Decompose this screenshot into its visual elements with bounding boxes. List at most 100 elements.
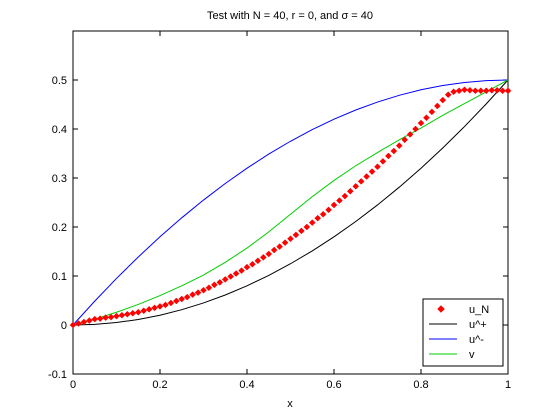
data-point bbox=[118, 311, 126, 319]
data-point bbox=[254, 257, 262, 265]
series-line-v bbox=[72, 79, 509, 326]
data-point bbox=[91, 315, 99, 323]
data-point bbox=[69, 321, 77, 329]
data-point bbox=[357, 178, 365, 185]
data-point bbox=[504, 87, 512, 95]
data-point bbox=[423, 114, 430, 122]
data-point bbox=[211, 281, 218, 289]
legend-label: v bbox=[469, 349, 475, 361]
data-point bbox=[477, 87, 485, 95]
data-point bbox=[172, 297, 180, 305]
series-markers-u-n bbox=[69, 86, 512, 329]
legend: u_N u^+ u^- v bbox=[422, 298, 504, 367]
x-tick-label: 0.6 bbox=[326, 379, 341, 391]
legend-box bbox=[422, 298, 504, 367]
x-tick-label: 0.4 bbox=[239, 379, 254, 391]
series bbox=[69, 79, 512, 329]
data-point bbox=[216, 279, 224, 286]
y-tick-label: 0.3 bbox=[52, 173, 67, 185]
data-point bbox=[281, 239, 289, 247]
data-point bbox=[96, 315, 104, 322]
data-point bbox=[352, 182, 360, 190]
data-point bbox=[319, 210, 327, 218]
data-point bbox=[444, 91, 452, 99]
data-point bbox=[276, 243, 283, 250]
chart-title: Test with N = 40, r = 0, and σ = 40 bbox=[207, 10, 373, 22]
data-point bbox=[363, 173, 370, 180]
data-point bbox=[472, 87, 479, 95]
data-point bbox=[249, 260, 256, 268]
y-tick-label: 0.2 bbox=[52, 222, 67, 234]
data-point bbox=[379, 157, 387, 165]
data-point bbox=[385, 152, 392, 160]
data-point bbox=[145, 305, 153, 313]
data-point bbox=[493, 86, 501, 94]
data-point bbox=[205, 284, 213, 292]
data-point bbox=[303, 223, 311, 231]
x-axis-label: x bbox=[287, 398, 293, 410]
data-point bbox=[292, 231, 300, 239]
x-tick-label: 0 bbox=[70, 379, 76, 391]
y-tick-label: -0.1 bbox=[48, 369, 67, 381]
data-point bbox=[450, 88, 457, 96]
series-line-u bbox=[72, 79, 509, 326]
data-point bbox=[406, 131, 414, 138]
data-point bbox=[314, 214, 322, 222]
data-point bbox=[151, 304, 158, 312]
x-tick-label: 0.2 bbox=[152, 379, 167, 391]
data-point bbox=[346, 187, 354, 195]
data-point bbox=[129, 309, 137, 317]
data-point bbox=[395, 142, 403, 150]
data-point bbox=[156, 303, 164, 310]
data-point bbox=[390, 147, 398, 155]
data-point bbox=[227, 273, 235, 280]
data-point bbox=[200, 286, 207, 294]
legend-label: u^+ bbox=[469, 319, 487, 331]
data-point bbox=[466, 86, 474, 94]
data-point bbox=[401, 136, 409, 144]
data-point bbox=[140, 307, 148, 315]
data-point bbox=[243, 263, 251, 271]
data-point bbox=[134, 308, 142, 316]
data-point bbox=[189, 291, 196, 298]
series-line-u bbox=[72, 79, 509, 326]
data-point bbox=[341, 192, 349, 200]
y-tick-label: 0.5 bbox=[52, 75, 67, 87]
data-point bbox=[433, 102, 441, 110]
data-point bbox=[488, 86, 496, 94]
data-point bbox=[439, 96, 447, 104]
data-point bbox=[298, 227, 305, 235]
data-point bbox=[75, 320, 82, 327]
data-point bbox=[85, 317, 93, 324]
data-point bbox=[259, 254, 267, 261]
data-point bbox=[461, 86, 468, 94]
data-point bbox=[238, 267, 245, 274]
y-axis-ticks: -0.1 0 0.1 0.2 0.3 0.4 0.5 bbox=[48, 75, 508, 381]
data-point bbox=[428, 108, 436, 116]
data-point bbox=[194, 289, 202, 297]
y-tick-label: 0.4 bbox=[52, 124, 67, 136]
legend-items: u_N u^+ u^- v bbox=[429, 304, 489, 361]
data-point bbox=[178, 295, 186, 303]
data-point bbox=[368, 168, 376, 175]
data-point bbox=[232, 270, 240, 277]
legend-marker bbox=[437, 305, 445, 313]
data-point bbox=[412, 125, 419, 133]
x-tick-label: 1 bbox=[505, 379, 511, 391]
legend-label: u_N bbox=[469, 304, 489, 316]
data-point bbox=[221, 276, 229, 283]
data-point bbox=[455, 87, 463, 95]
data-point bbox=[330, 201, 338, 209]
data-point bbox=[308, 219, 316, 226]
data-point bbox=[162, 301, 169, 309]
data-point bbox=[167, 299, 175, 307]
data-point bbox=[270, 246, 278, 254]
y-tick-label: 0 bbox=[61, 320, 67, 332]
data-point bbox=[80, 318, 88, 326]
data-point bbox=[287, 235, 294, 243]
data-point bbox=[482, 87, 490, 95]
data-point bbox=[102, 314, 109, 322]
data-point bbox=[336, 197, 343, 204]
